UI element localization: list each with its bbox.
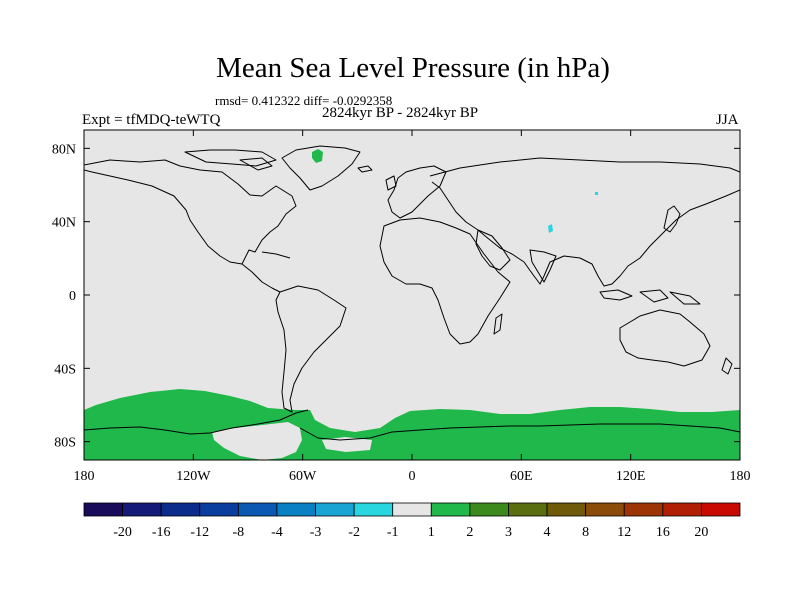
lat-tick-label: 40N	[52, 216, 76, 231]
colorbar-label: 8	[582, 525, 589, 540]
coastlines	[84, 145, 740, 441]
colorbar-swatch	[623, 502, 664, 517]
colorbar-label: -3	[310, 525, 322, 540]
lat-tick-label: 80S	[54, 436, 76, 451]
colorbar-swatch	[122, 502, 162, 517]
colorbar-swatch	[469, 502, 509, 517]
colorbar-label: 12	[617, 525, 631, 540]
colorbar-swatch	[315, 502, 355, 517]
lon-tick-label: 0	[409, 469, 416, 484]
colorbar: -20 -16 -12 -8 -4 -3 -2 -1 1 2 3 4 8 12 16 20	[83, 502, 741, 540]
neutral-patch-weddell	[322, 437, 372, 452]
colorbar-label: 2	[466, 525, 473, 540]
colorbar-label: 3	[505, 525, 512, 540]
negative-anomaly-speck-mongolia	[595, 192, 598, 195]
longitude-axis: 180 120W 60W 0 60E 120E 180	[74, 130, 751, 484]
colorbar-label: 4	[544, 525, 551, 540]
colorbar-label: -1	[387, 525, 399, 540]
colorbar-swatch	[199, 502, 239, 517]
colorbar-label: -4	[271, 525, 283, 540]
colorbar-label: 1	[428, 525, 435, 540]
lon-tick-label: 60W	[289, 469, 317, 484]
negative-anomaly-speck-tibet	[548, 224, 553, 233]
colorbar-swatch	[353, 502, 394, 517]
period-label: 2824kyr BP - 2824kyr BP	[322, 105, 479, 121]
neutral-patch-peninsula	[212, 422, 302, 460]
colorbar-label: 16	[656, 525, 670, 540]
colorbar-swatch	[83, 502, 123, 517]
colorbar-label: -8	[233, 525, 245, 540]
lat-tick-label: 0	[69, 289, 76, 304]
lat-tick-label: 80N	[52, 142, 76, 157]
lon-tick-label: 120E	[616, 469, 646, 484]
colorbar-label: -16	[152, 525, 171, 540]
colorbar-swatch	[546, 502, 587, 517]
colorbar-label: -20	[113, 525, 132, 540]
latitude-axis: 80N 40N 0 40S 80S	[52, 142, 740, 451]
colorbar-swatch	[508, 502, 548, 517]
lat-tick-label: 40S	[54, 362, 76, 377]
lon-tick-label: 60E	[510, 469, 533, 484]
season-label: JJA	[716, 112, 739, 128]
stats-line: rmsd= 0.412322 diff= -0.0292358	[215, 93, 393, 108]
colorbar-swatch	[237, 502, 278, 517]
colorbar-label: -12	[190, 525, 209, 540]
lon-tick-label: 180	[730, 469, 751, 484]
colorbar-swatch	[701, 502, 741, 517]
colorbar-swatch	[160, 502, 201, 517]
colorbar-swatch	[392, 502, 432, 517]
lon-tick-label: 180	[74, 469, 95, 484]
positive-anomaly-region-greenland	[312, 149, 323, 163]
colorbar-label: 20	[694, 525, 708, 540]
colorbar-label: -2	[348, 525, 360, 540]
experiment-label: Expt = tfMDQ-teWTQ	[82, 112, 221, 128]
colorbar-swatch	[430, 502, 471, 517]
colorbar-swatch	[276, 502, 316, 517]
lon-tick-label: 120W	[176, 469, 211, 484]
chart-title: Mean Sea Level Pressure (in hPa)	[216, 52, 610, 84]
colorbar-swatch	[585, 502, 625, 517]
colorbar-swatch	[662, 502, 702, 517]
